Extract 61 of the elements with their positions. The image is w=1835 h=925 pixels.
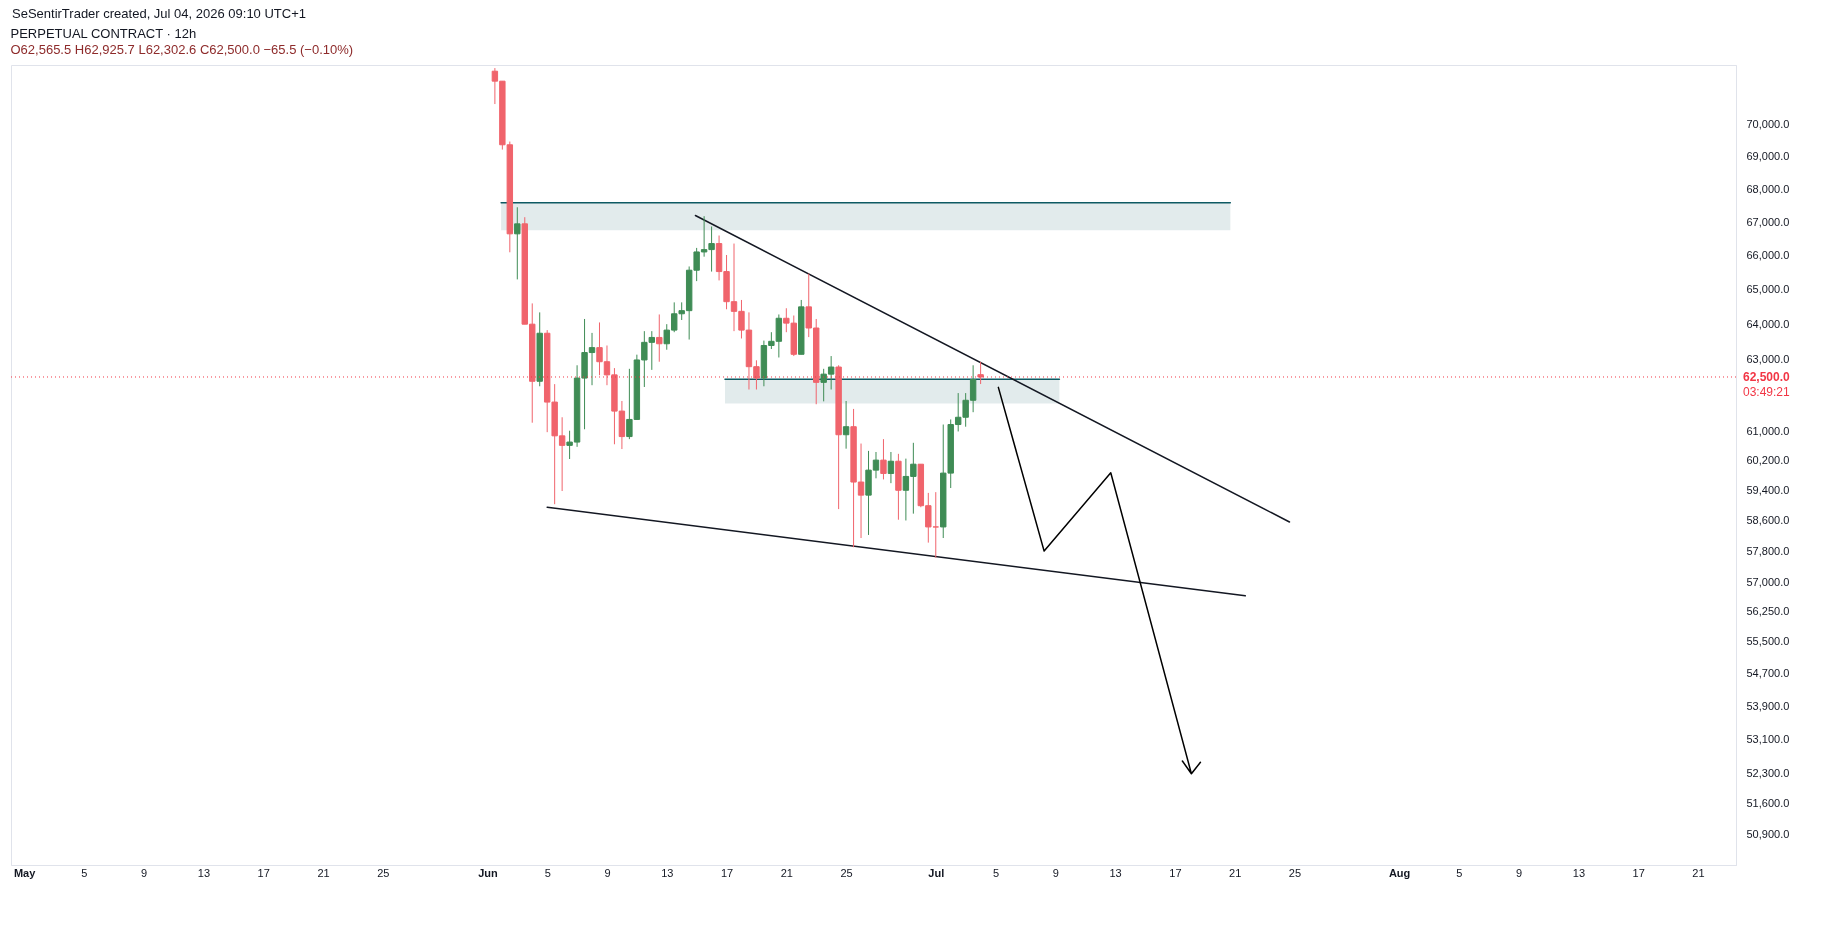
x-tick-label: 9 — [604, 866, 611, 879]
x-tick-label: 17 — [257, 866, 270, 879]
x-tick-label: 21 — [1229, 866, 1242, 879]
chart-title: PERPETUAL CONTRACT · 12h — [10, 26, 197, 41]
x-tick-label: 21 — [317, 866, 330, 879]
x-tick-label: 25 — [377, 866, 390, 879]
y-tick-label: 64,000.0 — [1746, 317, 1790, 330]
y-tick-label: 63,000.0 — [1746, 352, 1790, 365]
x-tick-label: 17 — [1169, 866, 1182, 879]
y-tick-label: 57,800.0 — [1746, 544, 1790, 557]
x-tick-label: 25 — [840, 866, 853, 879]
y-tick-label: 68,000.0 — [1746, 182, 1790, 195]
x-tick-label: May — [13, 866, 37, 879]
x-tick-label: 17 — [720, 866, 734, 879]
y-tick-label: 53,900.0 — [1746, 700, 1790, 713]
candlestick — [880, 438, 887, 480]
x-tick-label: 9 — [1516, 866, 1523, 879]
x-tick-label: Jun — [478, 866, 498, 879]
x-tick-label: 9 — [141, 866, 148, 879]
x-tick-label: 25 — [1288, 866, 1302, 879]
x-tick-label: 5 — [544, 866, 551, 879]
y-tick-label: 67,000.0 — [1746, 215, 1790, 228]
y-tick-label: 52,300.0 — [1746, 767, 1790, 780]
line-series — [997, 386, 1202, 775]
y-tick-label: 58,600.0 — [1746, 513, 1790, 526]
y-tick-label: 53,100.0 — [1746, 733, 1790, 746]
candlestick — [887, 451, 895, 484]
y-tick-label: 61,000.0 — [1746, 424, 1790, 437]
candlestick — [842, 400, 850, 450]
y-tick-label: 66,000.0 — [1746, 249, 1790, 262]
y-tick-label: 69,000.0 — [1746, 150, 1790, 163]
text: 03:49:21 — [1743, 385, 1791, 399]
x-tick-label: 5 — [81, 866, 88, 879]
candlestick — [656, 313, 663, 363]
y-tick-label: 54,700.0 — [1746, 667, 1790, 680]
y-tick-label: 65,000.0 — [1746, 283, 1790, 296]
candlestick — [977, 361, 984, 385]
y-tick-label: 60,200.0 — [1746, 453, 1790, 466]
ref-line-label: 62,500.0 — [1743, 370, 1791, 384]
y-tick-label: 50,900.0 — [1746, 827, 1790, 840]
x-tick-label: 13 — [197, 866, 211, 879]
x-tick-label: Aug — [1388, 866, 1411, 879]
y-tick-label: 55,500.0 — [1746, 635, 1790, 647]
x-tick-label: 21 — [780, 866, 793, 879]
y-tick-label: 51,600.0 — [1746, 797, 1790, 810]
x-tick-label: 21 — [1692, 866, 1705, 879]
x-tick-label: 17 — [1632, 866, 1645, 879]
x-tick-label: 13 — [661, 866, 674, 879]
y-tick-label: 59,400.0 — [1746, 483, 1790, 496]
x-tick-label: 9 — [1052, 866, 1059, 879]
x-tick-label: 5 — [992, 866, 1000, 879]
y-tick-label: 56,250.0 — [1746, 605, 1790, 618]
y-tick-label: 57,000.0 — [1746, 575, 1790, 588]
candlestick — [514, 206, 521, 280]
text: SeSentirTrader created, Jul 04, 2026 09:10 UTC+1 — [11, 5, 307, 23]
x-tick-label: 13 — [1572, 866, 1586, 879]
x-tick-label: 13 — [1109, 866, 1122, 879]
y-tick-label: 70,000.0 — [1746, 118, 1790, 131]
x-tick-label: Jul — [928, 866, 945, 879]
x-tick-label: 5 — [1456, 866, 1463, 879]
chart-subtitle: O62,565.5 H62,925.7 L62,302.6 C62,500.0 −65.5 (−0.10%) — [10, 42, 354, 57]
